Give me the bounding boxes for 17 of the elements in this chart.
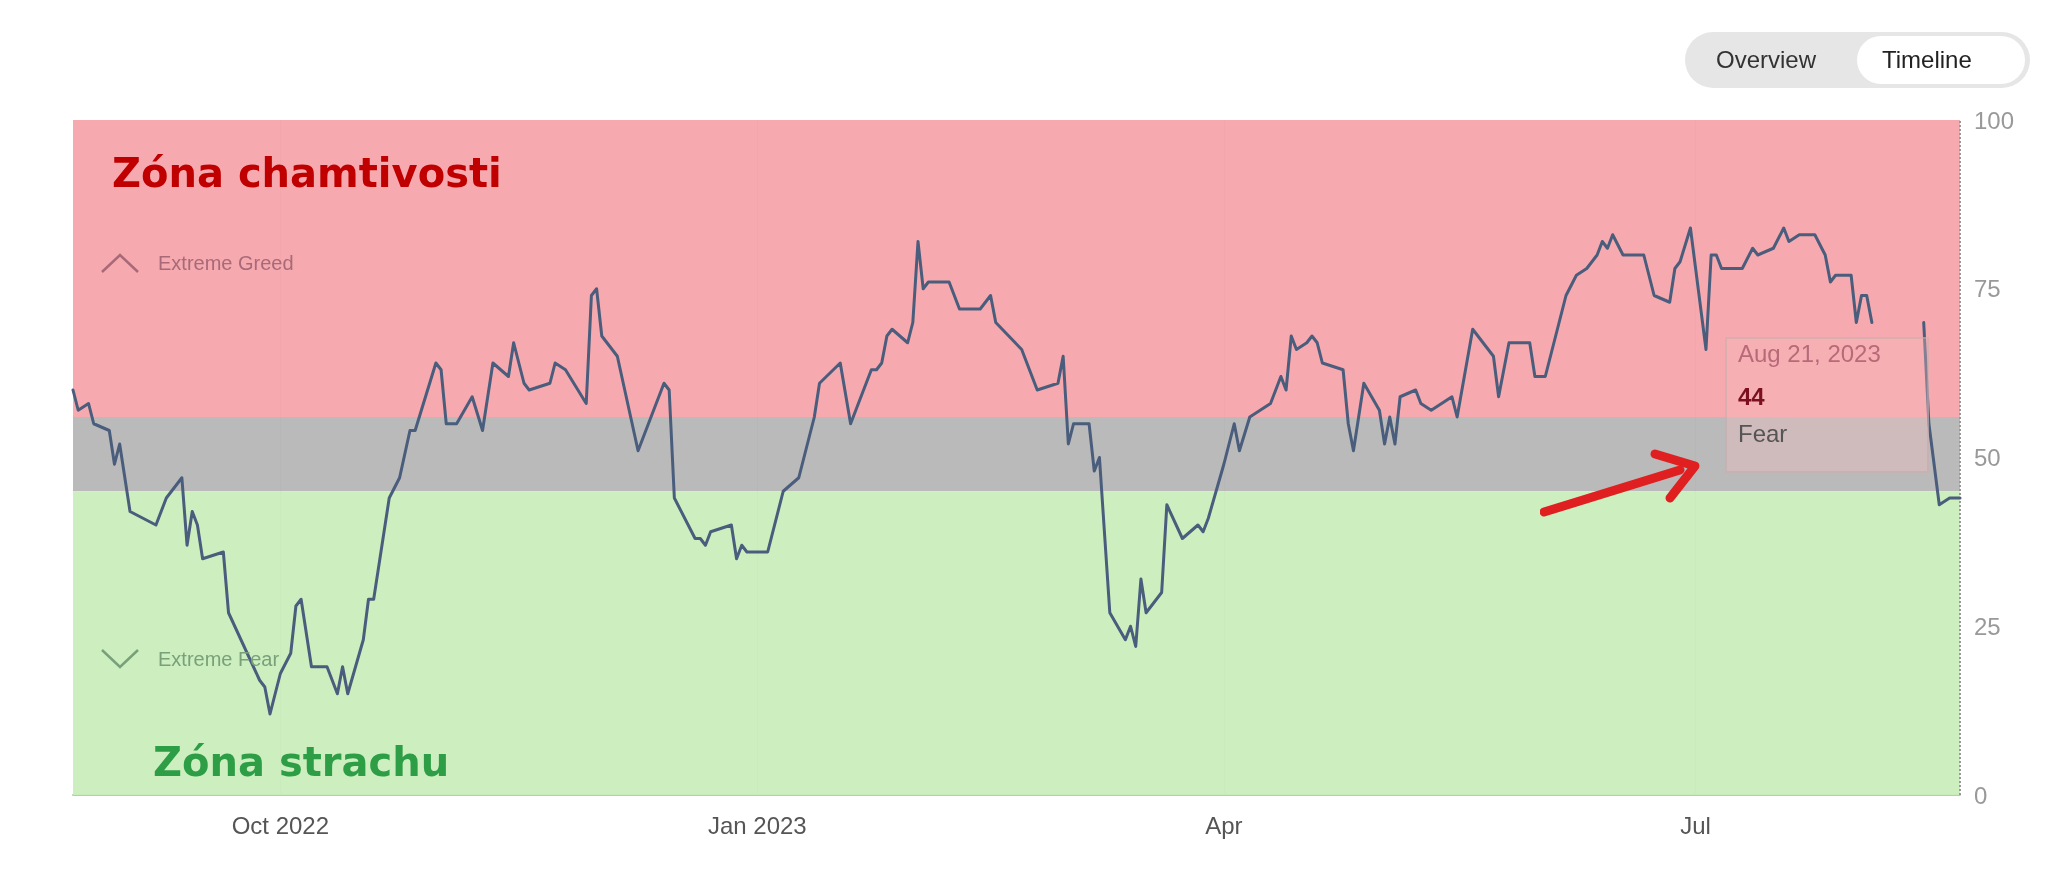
y-tick-label: 0 <box>1974 781 1988 809</box>
band-label: Zóna chamtivosti <box>112 150 502 196</box>
annotation: Extreme Greed <box>158 252 294 275</box>
x-tick-label: Jul <box>1680 811 1711 839</box>
y-tick-label: 100 <box>1974 106 2015 134</box>
y-tick-label: 50 <box>1974 444 2001 471</box>
y-tick-label: 25 <box>1974 612 2001 640</box>
text: Timeline <box>1882 46 1972 74</box>
x-tick-label: Oct 2022 <box>231 811 330 839</box>
text: Overview <box>1716 46 1817 74</box>
annotation: 44 <box>1738 383 1765 411</box>
annotation: Aug 21, 2023 <box>1738 340 1881 368</box>
x-tick-label: Jan 2023 <box>707 811 807 839</box>
band-label: Zóna strachu <box>153 739 450 785</box>
y-tick-label: 75 <box>1974 275 2001 303</box>
x-tick-label: Apr <box>1205 811 1243 839</box>
annotation: Fear <box>1738 420 1788 448</box>
